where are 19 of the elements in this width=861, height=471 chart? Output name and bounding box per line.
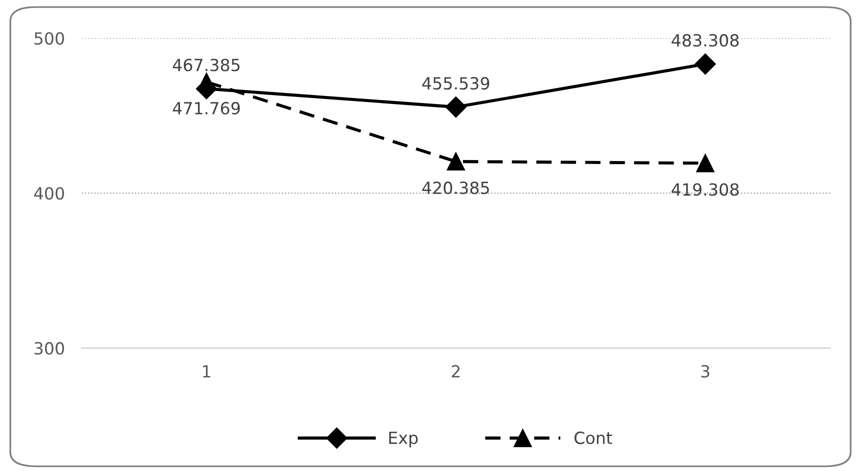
point xyxy=(446,152,465,171)
x-tick-label: 2 xyxy=(452,365,460,378)
point xyxy=(197,72,216,91)
point xyxy=(694,54,716,75)
legend-label: Cont xyxy=(574,432,612,444)
y-tick-label: 300 xyxy=(34,342,64,355)
y-tick-label: 500 xyxy=(34,32,64,45)
point xyxy=(696,154,714,172)
y-tick-label: 400 xyxy=(34,187,64,200)
data-label: 420.385 xyxy=(422,182,489,194)
point xyxy=(445,96,466,118)
x-tick-label: 1 xyxy=(203,365,210,378)
data-label: 483.308 xyxy=(672,34,739,47)
data-label: 455.539 xyxy=(422,77,490,90)
data-label: 419.308 xyxy=(672,183,739,196)
data-label: 467.385 xyxy=(172,58,240,72)
legend-label: Exp xyxy=(389,432,418,448)
x-tick-label: 3 xyxy=(701,365,710,378)
data-label: 471.769 xyxy=(172,102,240,115)
